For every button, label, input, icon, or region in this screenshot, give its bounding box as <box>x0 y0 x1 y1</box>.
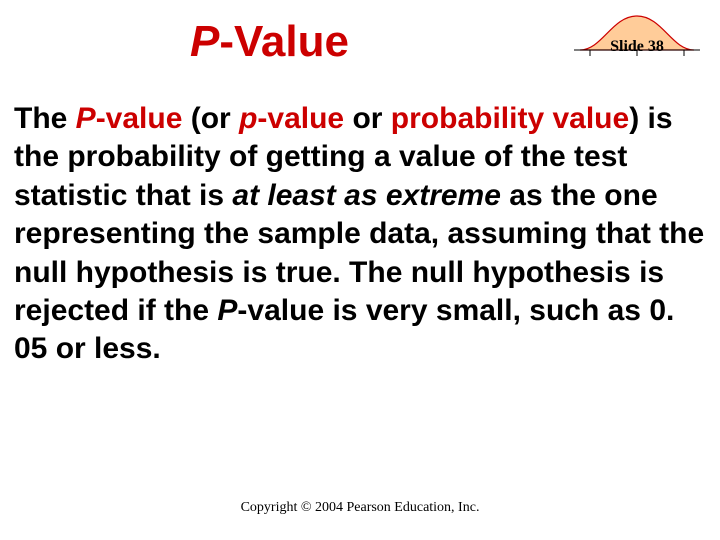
title-prefix: P <box>190 17 219 66</box>
body-segment: at least as extreme <box>232 179 501 212</box>
copyright-footer: Copyright © 2004 Pearson Education, Inc. <box>0 500 720 516</box>
slide-number-label: Slide 38 <box>572 38 702 56</box>
title-suffix: -Value <box>219 17 349 66</box>
body-segment: or <box>344 102 391 135</box>
body-paragraph: The P-value (or p-value or probability v… <box>14 100 706 369</box>
body-segment: -value <box>96 102 183 135</box>
body-segment: P <box>76 102 96 135</box>
body-segment: P <box>217 294 237 327</box>
slide-number-badge: Slide 38 <box>572 10 702 60</box>
body-segment: (or <box>182 102 239 135</box>
body-segment: The <box>14 102 76 135</box>
slide-title: P-Value <box>190 17 349 67</box>
body-segment: probability value <box>391 102 629 135</box>
body-segment: -value <box>257 102 344 135</box>
body-segment: p <box>239 102 257 135</box>
